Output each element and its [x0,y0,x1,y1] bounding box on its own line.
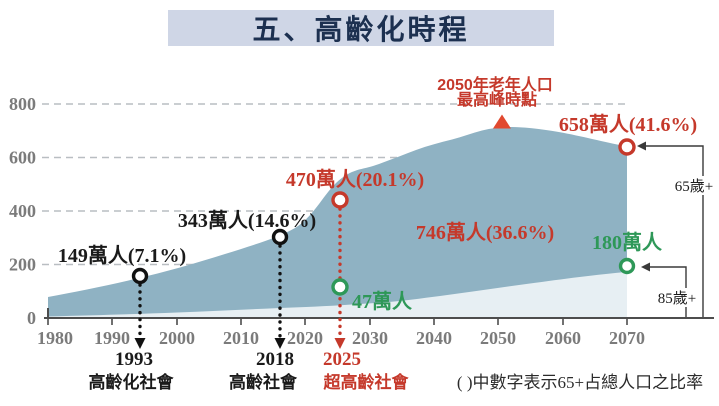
peak-2050: 2050年老年人口 最高峰時點 746萬人(36.6%) [416,75,554,244]
bracket-65plus-line [640,145,704,317]
bracket-65plus-label: 65歲+ [675,178,713,195]
arrow-down-2018-icon [274,338,286,349]
x-tick-1990: 1990 [94,328,130,348]
x-tick-2050: 2050 [480,328,516,348]
marker-2025-85plus-circle [331,278,349,296]
peak-title-line2: 最高峰時點 [457,90,537,109]
era-2018: 高齡社會 [229,372,298,392]
year-2018: 2018 [256,349,294,370]
x-tick-2010: 2010 [223,328,259,348]
year-2025: 2025 [323,349,361,370]
area-85plus [48,272,627,318]
marker-1993-circle [131,267,149,285]
y-tick-800: 800 [9,94,36,114]
footnote: ( )中數字表示65+占總人口之比率 [457,373,703,392]
milestone-1993: 149萬人(7.1%) 1993 高齡化社會 [58,244,186,392]
value-2025-85plus: 47萬人 [352,290,413,313]
year-1993: 1993 [115,349,153,370]
marker-2025-65plus-circle [331,191,349,209]
value-1993: 149萬人(7.1%) [58,244,186,267]
x-tick-2020: 2020 [287,328,323,348]
y-tick-400: 400 [9,201,36,221]
y-tick-0: 0 [27,308,36,328]
milestone-2070: 658萬人(41.6%) 180萬人 [559,113,697,275]
x-axis-labels: 1980 1990 2000 2010 2020 2030 2040 2050 … [37,328,645,348]
milestone-2018: 343萬人(14.6%) 2018 高齡社會 [178,209,316,392]
value-2050: 746萬人(36.6%) [416,221,554,244]
era-1993: 高齡化社會 [89,372,175,392]
x-tick-2000: 2000 [159,328,195,348]
x-tick-2070: 2070 [609,328,645,348]
arrow-left-65plus-icon [637,141,646,151]
bracket-85plus-label: 85歲+ [658,290,696,307]
value-2070-85plus: 180萬人 [592,231,663,254]
y-axis-labels: 800 600 400 200 0 [9,94,36,328]
bracket-65plus: 65歲+ [637,141,715,317]
page-title: 五、高齡化時程 [252,14,470,45]
x-tick-1980: 1980 [37,328,73,348]
peak-title-line1: 2050年老年人口 [437,75,553,94]
y-tick-600: 600 [9,148,36,168]
arrow-down-2025-icon [334,338,346,349]
marker-2070-65plus-circle [618,138,636,156]
bracket-85plus: 85歲+ [641,262,697,317]
value-2070: 658萬人(41.6%) [559,113,697,136]
x-tick-2060: 2060 [545,328,581,348]
era-2025: 超高齡社會 [324,372,410,392]
area-65plus [48,127,627,318]
marker-2070-85plus-circle [618,257,636,275]
bracket-65plus-label-bg [674,176,715,195]
bracket-85plus-label-bg [656,288,697,307]
x-axis [44,308,714,325]
arrow-down-1993-icon [134,338,146,349]
peak-triangle-icon [493,114,511,129]
value-2018: 343萬人(14.6%) [178,209,316,232]
marker-2018-circle [271,228,289,246]
y-tick-200: 200 [9,255,36,275]
title-banner: 五、高齡化時程 [168,10,554,46]
x-tick-2030: 2030 [352,328,388,348]
value-2025: 470萬人(20.1%) [286,168,424,191]
x-tick-2040: 2040 [416,328,452,348]
x-axis-ticks [47,319,628,325]
arrow-left-85plus-icon [641,262,650,272]
milestone-2025: 470萬人(20.1%) 47萬人 2025 超高齡社會 [286,168,424,392]
